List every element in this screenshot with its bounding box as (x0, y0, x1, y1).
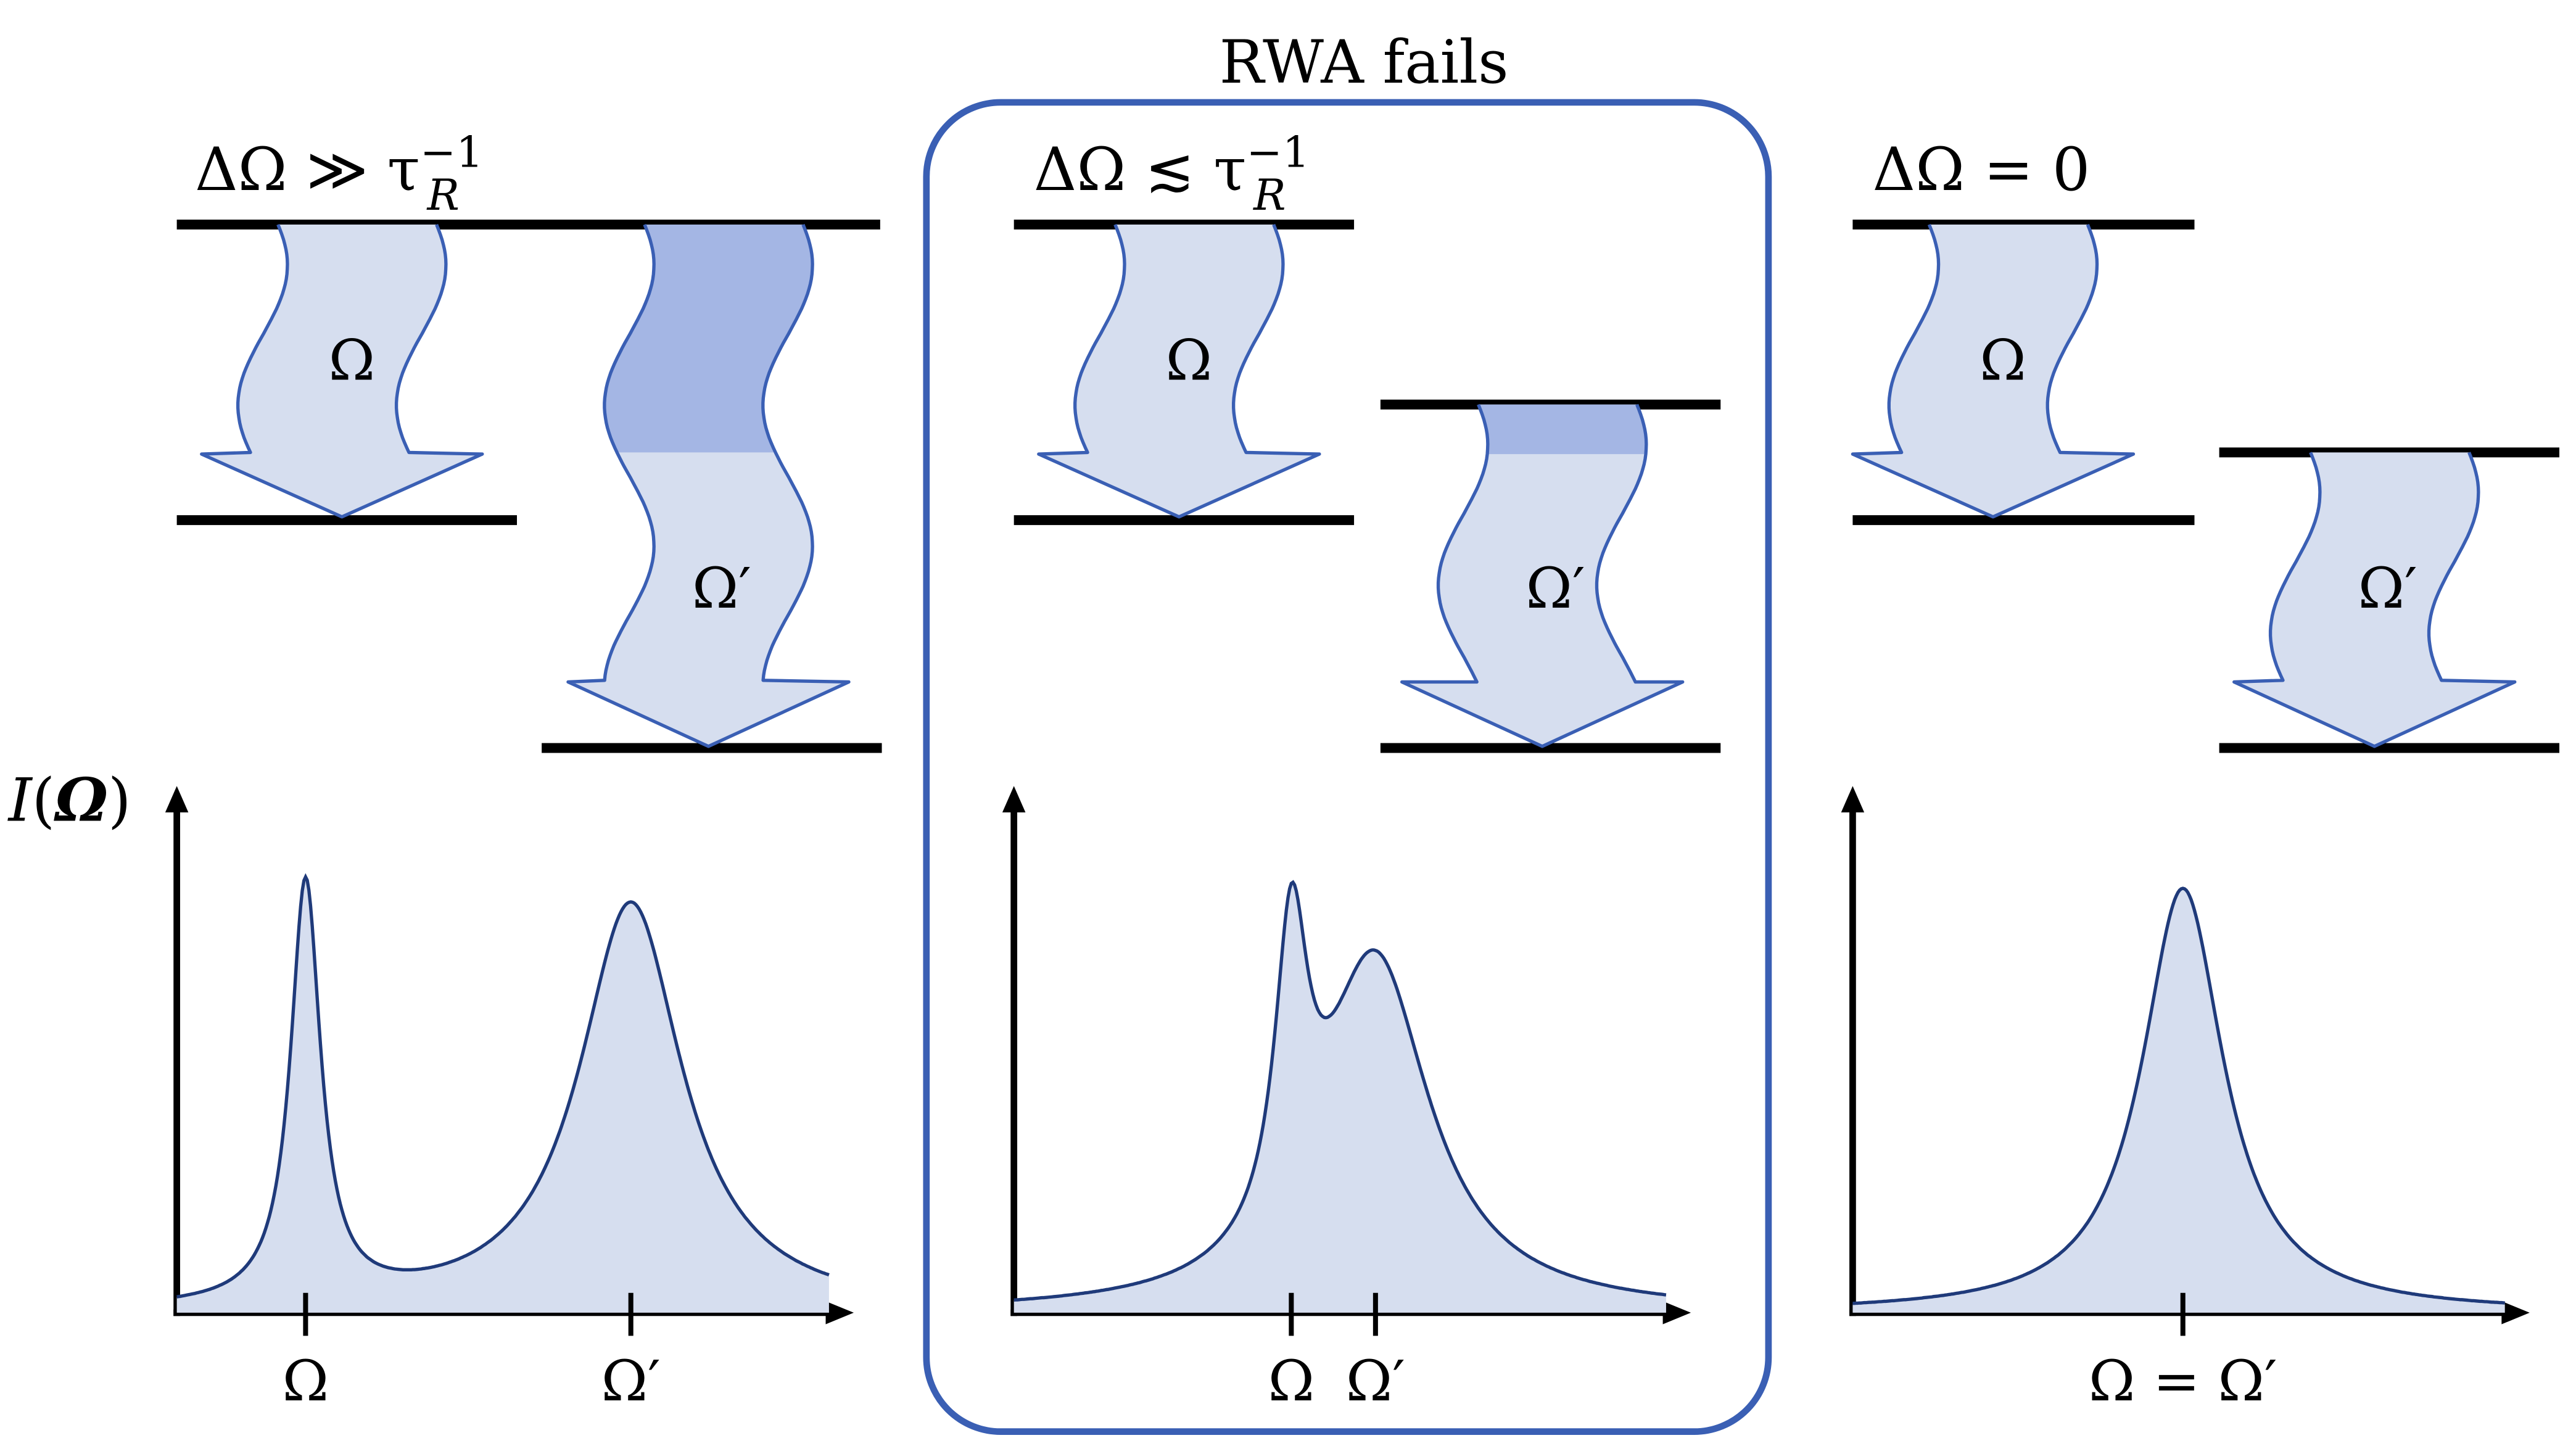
transition-label: Ω (329, 329, 375, 394)
condition: ΔΩ ≫ τ−1 R (195, 127, 483, 220)
condition-sub: R (426, 170, 460, 220)
condition-sup: −1 (420, 127, 484, 177)
arrow-dark-part (604, 225, 813, 453)
spectrum-curve (1013, 880, 1667, 1302)
arrow-outline (1037, 224, 1321, 519)
x-axis-arrow (825, 1301, 854, 1324)
spectrum-fill (1852, 888, 2505, 1313)
wavy-arrow (1852, 225, 2134, 517)
y-label-func: I (7, 766, 33, 835)
spectrum-curve (176, 873, 830, 1299)
x-tick-label: Ω (283, 1349, 329, 1414)
spectrum-curve (1852, 886, 2505, 1305)
arrow-outline (1851, 224, 2136, 519)
condition-text: ΔΩ ≲ τ (1034, 135, 1247, 204)
y-axis-arrow (1002, 786, 1026, 812)
y-label-open: ( (32, 766, 56, 835)
transition-label: Ω (1979, 329, 2026, 394)
condition-text: ΔΩ ≫ τ (195, 135, 420, 204)
y-axis-label: I(Ω) (7, 765, 131, 835)
box-title: RWA fails (1220, 28, 1509, 97)
y-axis-arrow (165, 786, 189, 812)
condition: ΔΩ = 0 (1873, 135, 2091, 204)
arrow-outline (2232, 452, 2517, 748)
transition-label: Ω′ (2358, 556, 2417, 621)
condition-text: ΔΩ = 0 (1873, 135, 2091, 204)
transition-label: Ω′ (1526, 556, 1585, 621)
x-tick-label: Ω′ (1346, 1349, 1405, 1414)
x-axis-arrow (2501, 1301, 2530, 1324)
y-label-close: ) (108, 766, 131, 835)
y-label-arg: Ω (53, 765, 108, 835)
arrow-outline (200, 224, 484, 519)
x-tick-label: Ω = Ω′ (2089, 1349, 2277, 1414)
wavy-arrow (201, 225, 482, 517)
x-tick-label: Ω (1268, 1349, 1315, 1414)
x-tick-label: Ω′ (601, 1349, 661, 1414)
condition-sup: −1 (1247, 127, 1310, 177)
y-axis-arrow (1841, 786, 1865, 812)
transition-label: Ω′ (692, 556, 751, 621)
wavy-arrow (2234, 452, 2515, 746)
transition-label: Ω (1166, 329, 1212, 394)
x-axis-arrow (1662, 1301, 1691, 1324)
highlight-box (923, 99, 1772, 1435)
arrow-outline (1400, 403, 1685, 748)
wavy-arrow (1038, 225, 1319, 517)
arrow-dark-part (1478, 404, 1646, 455)
condition-sub: R (1252, 170, 1286, 220)
spectrum-fill (1013, 882, 1666, 1313)
condition: ΔΩ ≲ τ−1 R (1034, 127, 1310, 220)
arrow-outline (566, 224, 851, 748)
wavy-arrow (1402, 404, 1683, 746)
spectrum-fill (176, 877, 829, 1313)
